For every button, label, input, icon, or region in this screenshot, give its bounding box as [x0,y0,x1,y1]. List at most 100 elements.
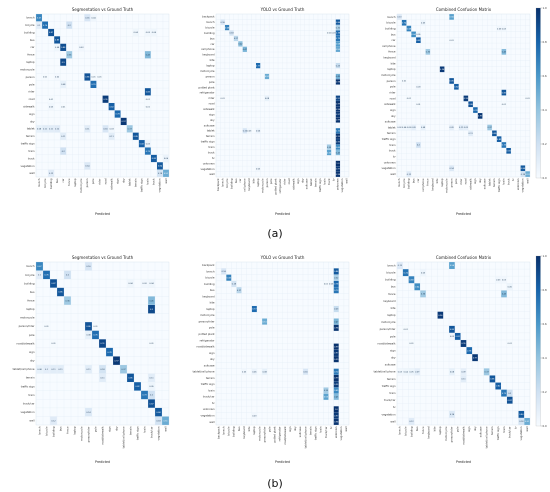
row-tick-label: fence [27,53,35,57]
heatmap-cell [50,279,57,288]
cell-value-label: 0.37 [485,372,490,374]
heatmap-cell [84,125,91,133]
heatmap-panel-3: Combined Confusion Matrix 0.13 0.56 0.74 0.0… [381,7,530,216]
cell-value-label: 0.01 [402,81,407,83]
heatmap-cell [401,78,407,84]
row-tick-label: motorcycle [381,320,396,324]
heatmap-cell [99,339,106,348]
col-tick-label: train [142,426,146,432]
row-tick-label: bus [210,288,215,292]
heatmap-cell [148,399,155,408]
row-tick-label: potted plant [199,85,215,89]
heatmap-cell [333,356,339,363]
heatmap-cell [256,63,261,69]
col-tick-label: road [287,178,291,184]
heatmap-cell [335,41,341,47]
heatmap-cell [144,147,151,155]
heatmap-cell [264,95,270,101]
col-tick-label: keyboard [430,178,434,190]
cell-value-label: 0.97 [114,360,119,362]
cell-value-label: 0.03 [146,32,151,34]
row-tick-label: tablet/cell phone [374,370,396,374]
cell-value-label: 0.73 [502,393,507,395]
cell-value-label: 0.91 [100,343,105,345]
heatmap-cell [449,332,455,340]
colorbar-tick-label: 0.0 [543,424,547,428]
col-tick-label: refrigerator [278,178,282,194]
heatmap-cell [48,103,55,111]
heatmap-cell [501,89,507,96]
heatmap-cell [60,43,67,51]
cell-value-label: 0.08 [86,335,91,337]
heatmap-cell [408,368,415,376]
heatmap-cell [90,80,97,88]
cell-value-label: 0.86 [86,326,91,328]
cell-value-label: 0.11 [43,129,48,131]
cell-value-label: 0.85 [490,379,495,381]
heatmap-cell [323,393,329,400]
col-tick-label: sidewalk [109,178,113,190]
row-tick-label: tv [212,401,215,405]
cell-value-label: 0.01 [526,98,531,100]
cell-value-label: 0.35 [324,390,329,392]
heatmap-cell [408,418,415,425]
col-tick-label: pole [269,178,273,184]
cell-value-label: 0.2 [62,151,66,153]
cell-value-label: 0.16 [85,17,90,19]
heatmap-cell [102,95,109,103]
cell-value-label: 0.85 [58,292,63,294]
heatmap-cell [157,169,163,177]
cell-value-label: 0.83 [507,151,512,153]
heatmap-cell [264,73,270,80]
row-tick-label: backpack [202,263,215,267]
heatmap-cell [495,382,501,390]
col-tick-label: backpack [216,178,220,191]
row-tick-label: bus [30,290,35,294]
cell-value-label: 0.84 [336,22,341,24]
col-tick-label: suitcase [305,178,309,189]
cell-value-label: 0.18 [229,33,234,35]
cell-value-label: 0.16 [303,371,308,373]
heatmap-cell [155,416,162,425]
cell-value-label: 0.1 [38,25,42,27]
row-tick-label: traffic sign [21,142,35,146]
col-tick-label: potted plant [274,179,278,195]
heatmap-cell [99,373,106,383]
heatmap-cell [84,14,91,22]
row-tick-label: sidewalk [203,107,215,111]
cell-value-label: 0.04 [128,283,133,285]
heatmap-cell [524,418,530,425]
col-tick-label: person [86,178,89,187]
heatmap-cell [148,382,155,391]
cell-value-label: 0.56 [450,17,455,19]
cell-value-label: 0.03 [252,415,257,417]
col-tick-label: bus [58,426,62,431]
heatmap-cell [501,25,507,32]
row-tick-label: car [391,39,396,42]
heatmap-cell [449,78,454,84]
heatmap-cell [127,279,134,288]
col-tick-label: sign [115,178,119,184]
row-tick-label: keyboard [383,299,395,303]
heatmap-cell [144,28,151,37]
heatmap-cell [148,279,155,288]
x-axis-label: Predicted [456,212,471,216]
col-tick-label: vegetation [521,178,525,192]
cell-value-label: 0.78 [336,33,341,35]
heatmap-cell [229,30,234,36]
col-tick-label: tablet/cell phone [484,426,488,448]
heatmap-cell [150,154,157,163]
heatmap-cell [335,101,341,107]
col-tick-label: car [62,178,65,183]
cell-value-label: 0.11 [109,136,114,138]
cell-value-label: 0.68 [409,279,414,281]
row-tick-label: sign [390,108,396,112]
row-tick-label: bus [30,38,35,42]
row-tick-label: unknown [203,161,215,165]
row-tick-label: person/rider [380,327,397,331]
row-tick-label: building [24,281,35,285]
heatmap-cell [241,368,247,375]
heatmap-cell [333,393,339,400]
heatmap-cell [333,268,339,275]
